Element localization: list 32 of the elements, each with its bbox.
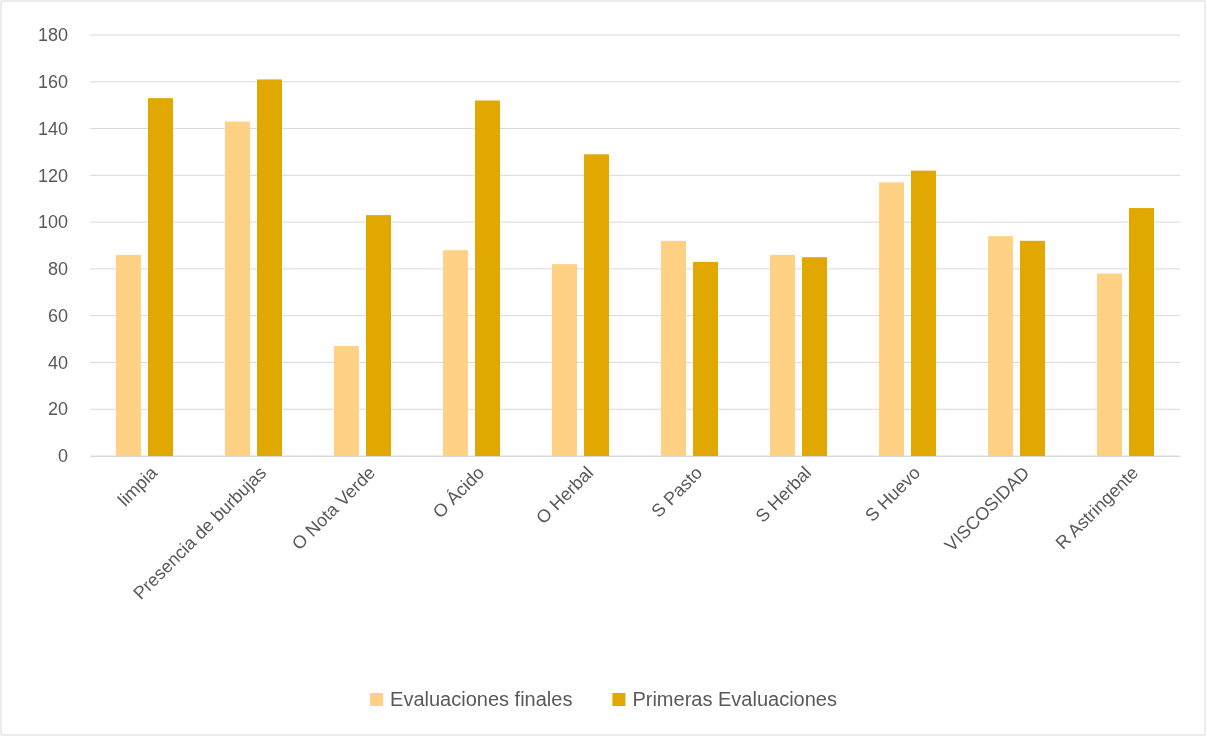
y-tick-label: 40 [47, 352, 68, 373]
y-tick-label: 160 [37, 72, 68, 93]
y-tick-label: 80 [47, 259, 68, 280]
bar [475, 100, 500, 456]
bar [334, 346, 359, 456]
legend-label: Primeras Evaluaciones [632, 688, 837, 710]
bar [443, 250, 468, 456]
bar [116, 254, 141, 456]
bar [1020, 240, 1045, 456]
legend-label: Evaluaciones finales [390, 688, 573, 710]
y-tick-label: 20 [47, 399, 68, 420]
bar [911, 170, 936, 456]
bar [661, 240, 686, 456]
bar [148, 98, 173, 456]
bar [879, 182, 904, 456]
bar [584, 154, 609, 456]
bar [770, 254, 795, 456]
bar [257, 79, 282, 456]
y-tick-label: 100 [37, 212, 68, 233]
bar [988, 236, 1013, 456]
bar [1097, 273, 1122, 456]
bar [802, 257, 827, 456]
bar [1129, 208, 1154, 456]
bar [693, 261, 718, 456]
y-tick-label: 60 [47, 305, 68, 326]
bar [552, 264, 577, 456]
y-tick-label: 120 [37, 165, 68, 186]
y-tick-label: 0 [57, 446, 68, 467]
bar [225, 121, 250, 456]
bar [366, 215, 391, 456]
y-tick-label: 140 [37, 118, 68, 139]
y-tick-label: 180 [37, 25, 68, 46]
